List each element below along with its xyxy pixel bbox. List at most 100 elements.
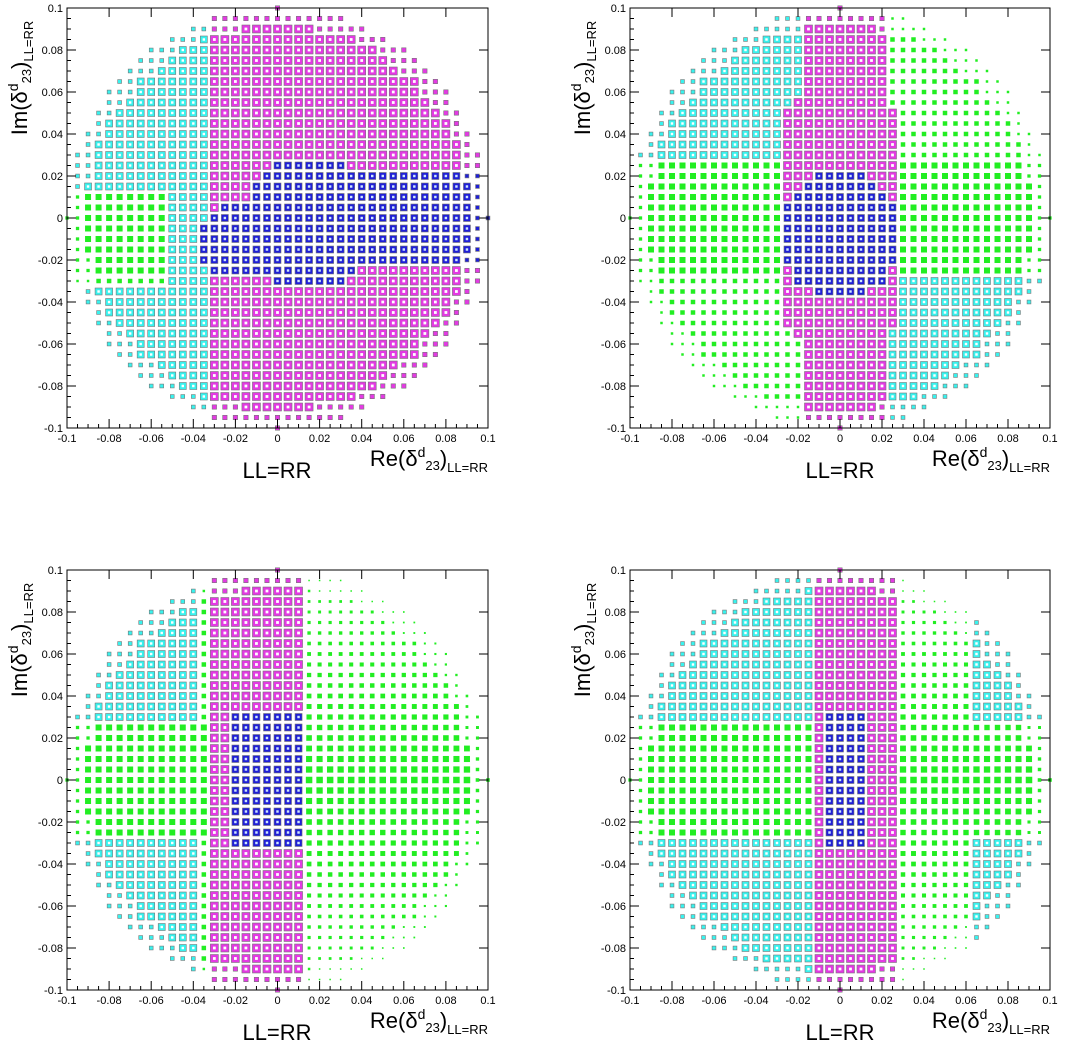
cell-green xyxy=(1016,142,1021,147)
cell-core xyxy=(149,353,153,356)
panel-label: LL=RR xyxy=(242,458,311,483)
cell-core xyxy=(318,237,321,241)
cell-magenta xyxy=(805,414,811,420)
cell-core xyxy=(192,332,195,335)
cell-green xyxy=(638,205,643,210)
cell-green xyxy=(658,215,665,221)
cell-core xyxy=(381,300,385,304)
cell-green xyxy=(763,162,770,169)
cell-core xyxy=(171,321,174,325)
cell-cyan xyxy=(106,893,112,898)
cell-core xyxy=(128,705,132,708)
cell-core xyxy=(223,216,227,220)
cell-green xyxy=(742,183,749,190)
cell-core xyxy=(255,862,258,866)
cell-green xyxy=(701,320,706,326)
cell-core xyxy=(870,216,873,220)
cell-cyan xyxy=(85,693,91,699)
cell-core xyxy=(433,290,437,293)
cell-core xyxy=(244,164,248,167)
cell-green xyxy=(1026,246,1032,253)
cell-green xyxy=(690,267,696,274)
cell-core xyxy=(234,311,237,314)
cell-green xyxy=(910,204,917,211)
cell-magenta xyxy=(222,577,228,583)
cell-core xyxy=(181,946,184,950)
cell-core xyxy=(244,248,248,251)
cell-green xyxy=(921,131,927,137)
cell-core xyxy=(265,101,269,104)
cell-green xyxy=(931,257,938,263)
cell-core xyxy=(276,143,279,146)
cell-core xyxy=(455,258,458,262)
cell-green xyxy=(680,310,685,315)
cell-core xyxy=(307,69,311,73)
cell-green xyxy=(942,110,948,116)
cell-magenta xyxy=(401,372,407,378)
cell-core xyxy=(244,38,248,41)
cell-core xyxy=(371,227,374,230)
cell-core xyxy=(202,164,206,167)
cell-core xyxy=(297,321,300,325)
y-tick-label: -0.1 xyxy=(44,423,63,435)
cell-green xyxy=(942,204,948,211)
cell-core xyxy=(234,883,237,887)
cell-core xyxy=(160,311,163,314)
cell-core xyxy=(381,342,385,346)
cell-core xyxy=(796,248,800,251)
cell-core xyxy=(244,153,248,157)
cell-core xyxy=(433,300,437,304)
cell-green xyxy=(764,373,769,378)
cell-core xyxy=(255,841,258,845)
cell-green xyxy=(169,766,176,773)
cell-green xyxy=(711,289,717,294)
cell-core xyxy=(149,132,153,136)
cell-magenta xyxy=(338,15,344,21)
cell-green xyxy=(201,704,207,709)
cell-core xyxy=(455,164,458,167)
cell-core xyxy=(149,185,153,188)
cell-green xyxy=(711,225,717,232)
cell-core xyxy=(223,321,227,325)
cell-cyan xyxy=(117,903,122,909)
cell-green xyxy=(973,173,980,179)
cell-green xyxy=(690,289,696,294)
cell-core xyxy=(754,132,758,136)
cell-core xyxy=(807,300,810,304)
cell-cyan xyxy=(159,945,164,951)
cell-core xyxy=(297,300,300,304)
cell-cyan xyxy=(85,840,91,846)
cell-magenta xyxy=(348,26,354,32)
cell-green xyxy=(137,766,144,773)
cell-core xyxy=(670,132,674,136)
cell-core xyxy=(817,290,821,293)
y-tick-label: -0.08 xyxy=(38,381,63,393)
cell-core xyxy=(192,946,195,950)
cell-green xyxy=(648,225,654,232)
cell-green xyxy=(117,278,122,284)
cell-core xyxy=(434,237,437,241)
cell-core xyxy=(807,321,810,325)
cell-core xyxy=(891,174,894,178)
cell-core xyxy=(828,374,831,377)
cell-core xyxy=(118,132,121,136)
cell-core xyxy=(128,332,132,335)
cell-core xyxy=(244,27,248,31)
cell-core xyxy=(118,684,121,687)
cell-green xyxy=(127,225,134,232)
cell-core xyxy=(234,757,237,761)
cell-core xyxy=(255,405,258,409)
cell-green xyxy=(984,236,990,242)
cell-cyan xyxy=(690,79,696,84)
cell-core xyxy=(402,311,406,314)
cell-core xyxy=(381,143,385,146)
cell-core xyxy=(202,300,206,304)
x-tick-label: -0.02 xyxy=(223,433,248,445)
cell-core xyxy=(786,90,789,94)
cell-green xyxy=(985,69,989,73)
cell-core xyxy=(786,122,789,125)
cell-core xyxy=(392,248,395,251)
cell-green xyxy=(921,194,927,200)
cell-core xyxy=(412,300,416,304)
cell-core xyxy=(265,353,269,356)
